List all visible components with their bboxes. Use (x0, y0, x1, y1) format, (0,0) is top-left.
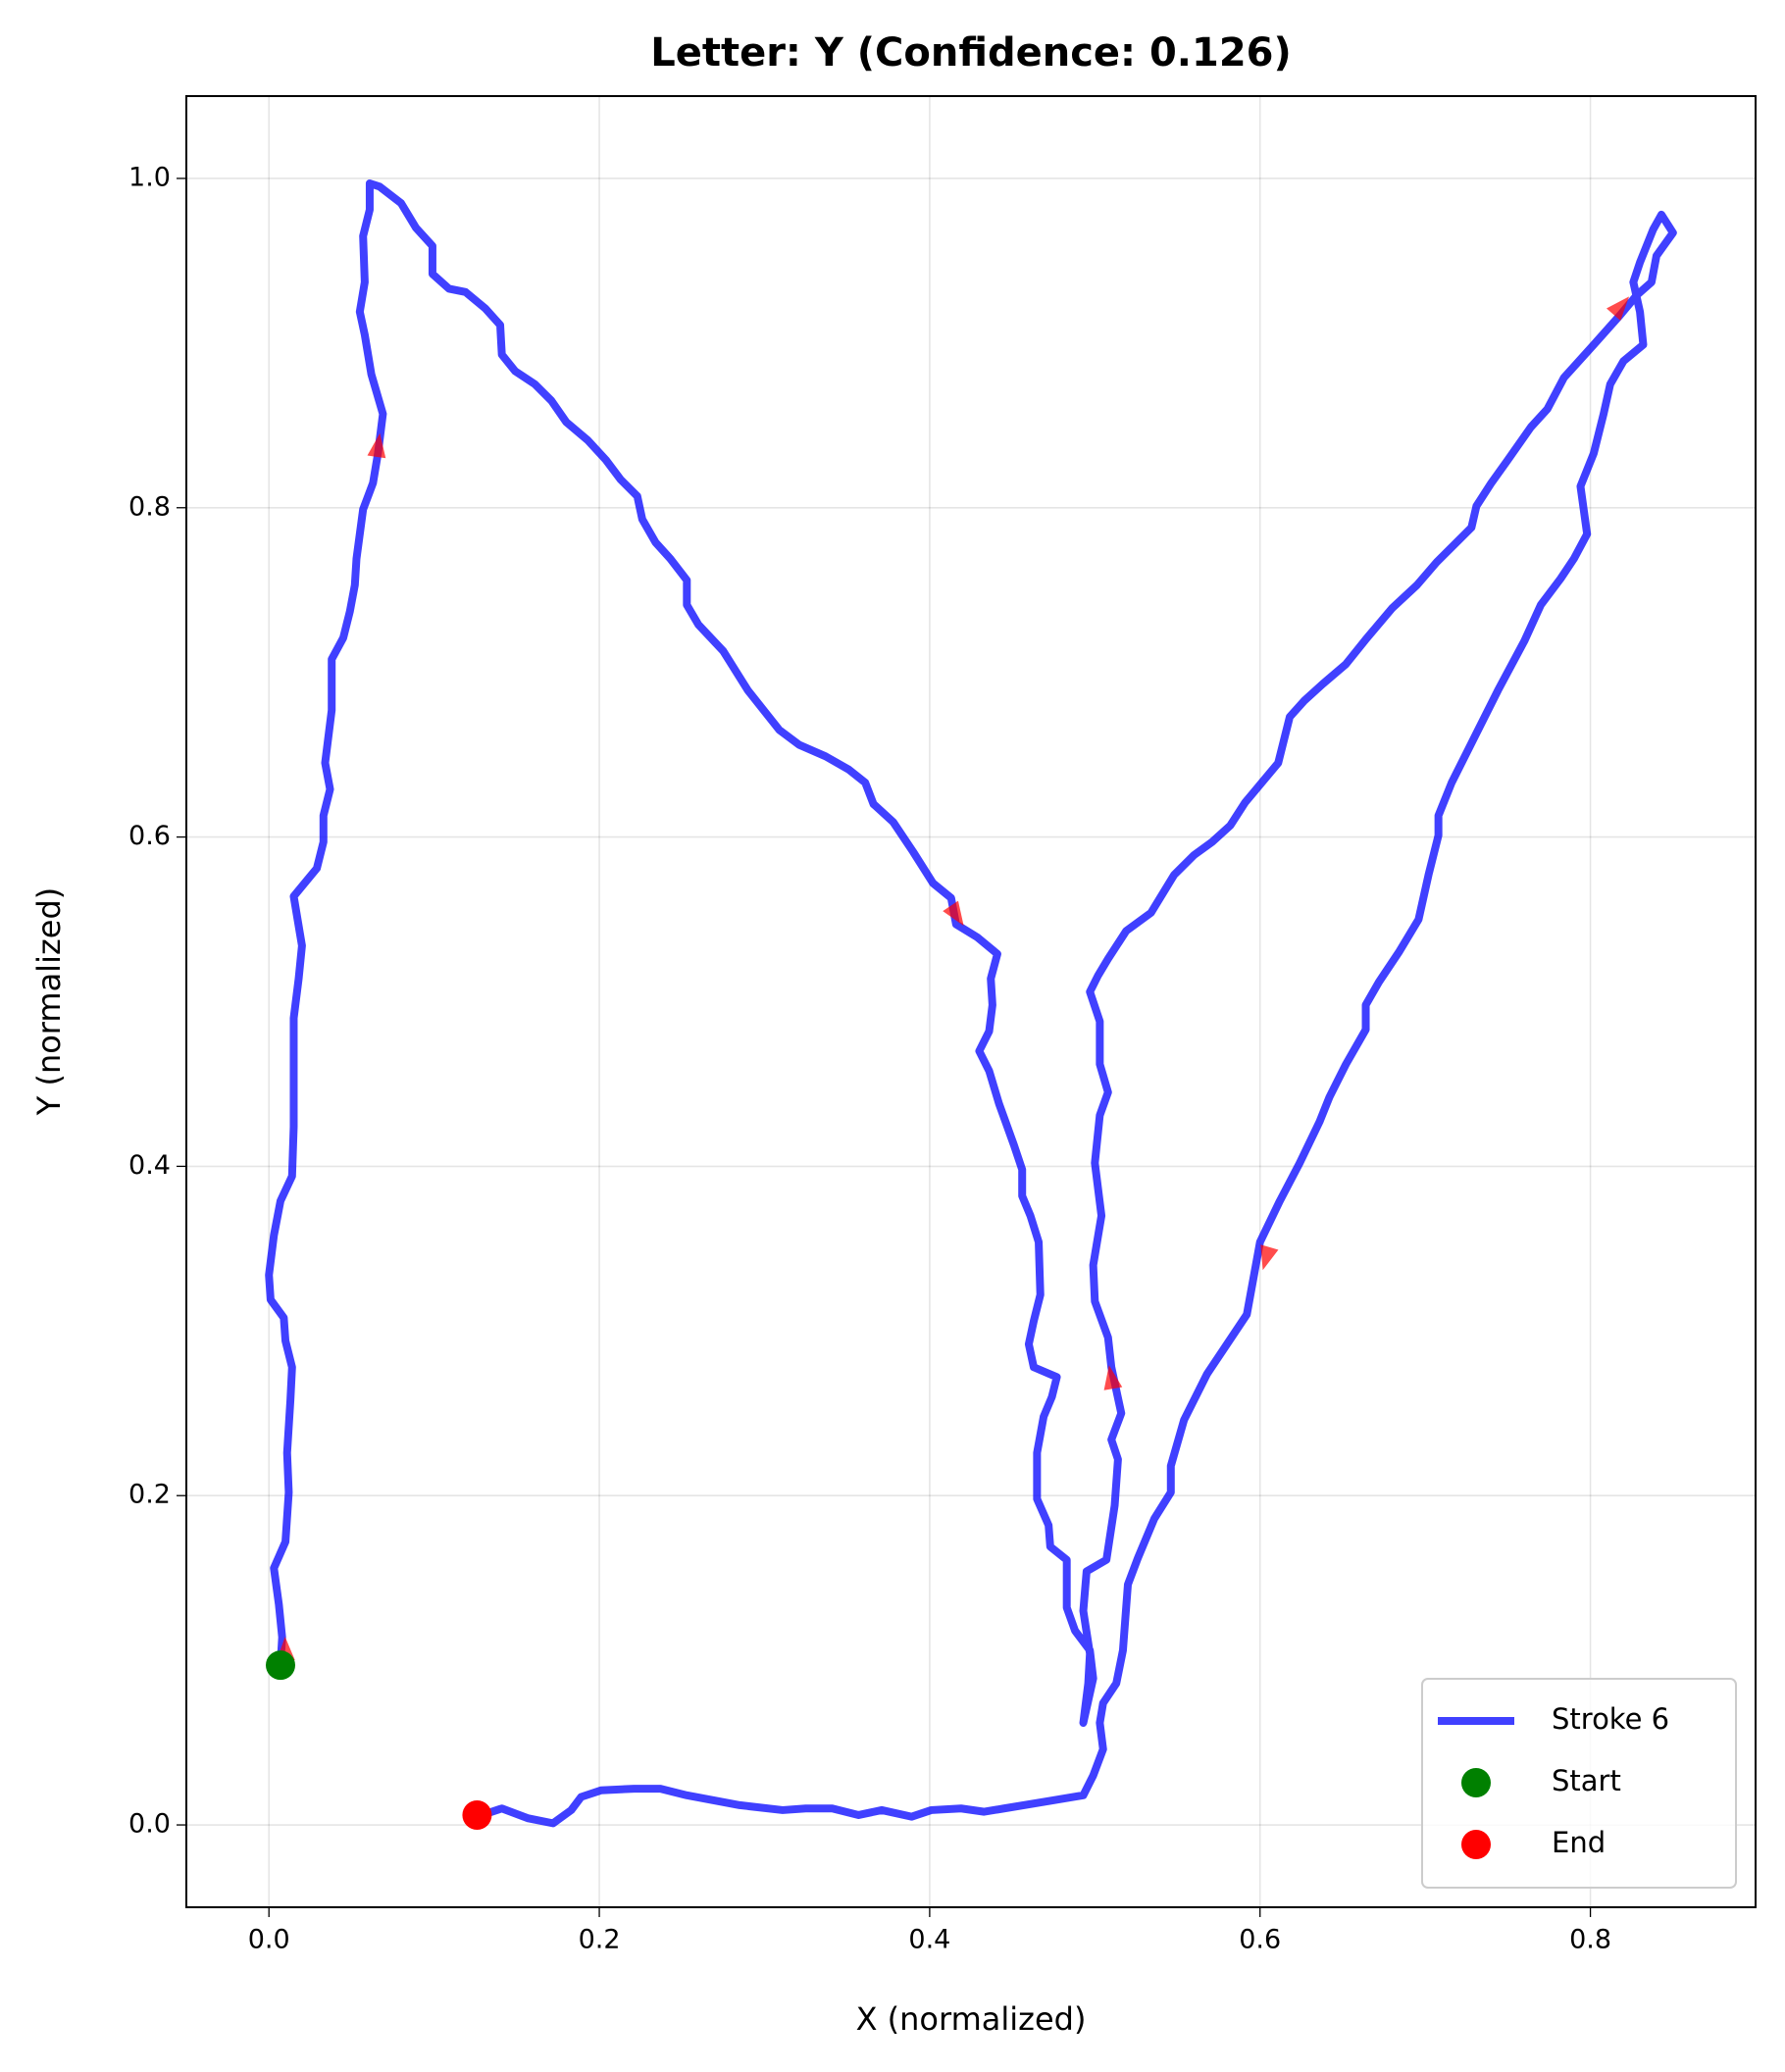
direction-arrow (1606, 296, 1630, 321)
legend-label: Stroke 6 (1552, 1702, 1669, 1736)
x-axis-label: X (normalized) (856, 2000, 1087, 2038)
chart-title: Letter: Y (Confidence: 0.126) (650, 30, 1292, 76)
y-tick-label: 0.2 (128, 1480, 171, 1510)
x-tick-label: 0.8 (1569, 1925, 1611, 1955)
legend-label: End (1552, 1826, 1606, 1859)
y-axis-label: Y (normalized) (30, 887, 68, 1117)
direction-arrow (367, 432, 386, 459)
stroke-line (265, 178, 1677, 1828)
x-tick-label: 0.0 (248, 1925, 290, 1955)
plot-frame (185, 95, 1757, 1908)
direction-arrow (1260, 1244, 1279, 1271)
direction-arrow (943, 900, 964, 927)
x-tick-label: 0.6 (1239, 1925, 1281, 1955)
y-tick-label: 0.8 (128, 491, 171, 522)
legend-label: Start (1552, 1764, 1621, 1797)
point-marker (266, 1650, 295, 1681)
direction-arrow (1103, 1365, 1123, 1390)
y-tick-label: 1.0 (128, 162, 171, 192)
legend-marker (1461, 1768, 1491, 1797)
point-marker (462, 1799, 492, 1830)
y-tick-label: 0.0 (128, 1809, 171, 1840)
x-tick-label: 0.2 (579, 1925, 621, 1955)
x-tick-label: 0.4 (908, 1925, 950, 1955)
legend-box (1421, 1678, 1737, 1889)
legend-marker (1461, 1830, 1491, 1859)
y-tick-label: 0.6 (128, 821, 171, 851)
y-tick-label: 0.4 (128, 1150, 171, 1181)
